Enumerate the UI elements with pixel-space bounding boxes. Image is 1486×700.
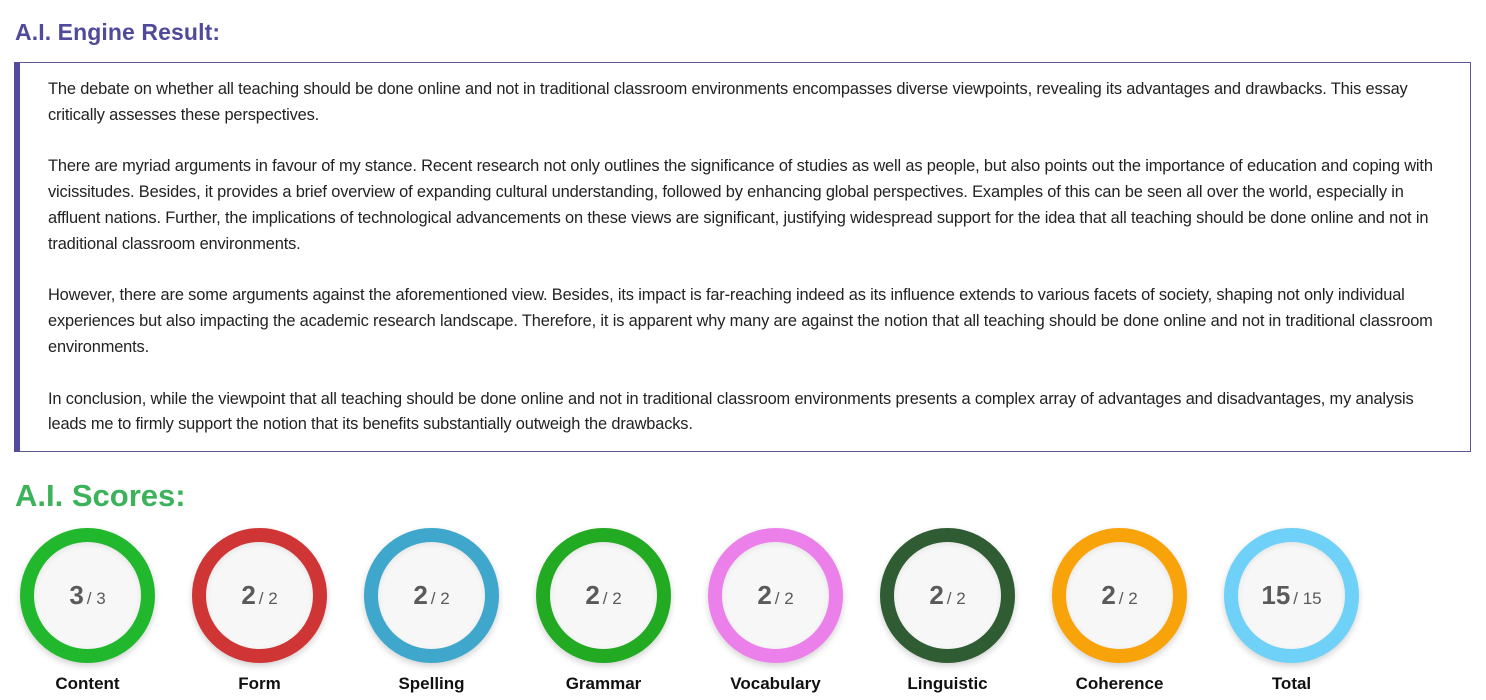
score-max: / 2: [1118, 589, 1138, 608]
score-total: 15/ 15 Total: [1224, 528, 1396, 694]
score-label: Vocabulary: [730, 674, 821, 693]
score-max: / 2: [602, 589, 622, 608]
engine-result-title: A.I. Engine Result:: [15, 19, 221, 45]
engine-result-box: The debate on whether all teaching shoul…: [14, 62, 1471, 452]
scores-row: 3/ 3 Content 2/ 2 Form 2/ 2 Spelling 2/ …: [20, 528, 1396, 694]
score-value: 2: [1101, 580, 1116, 610]
score-label: Coherence: [1075, 674, 1164, 693]
essay-paragraph-for: There are myriad arguments in favour of …: [48, 157, 1433, 253]
score-ring: 2/ 2: [708, 528, 843, 663]
score-label: Grammar: [565, 674, 642, 693]
score-max: / 2: [946, 589, 966, 608]
score-value: 2: [241, 580, 256, 610]
score-ring: 2/ 2: [536, 528, 671, 663]
score-max: / 2: [258, 589, 278, 608]
score-ring: 2/ 2: [364, 528, 499, 663]
score-value: 2: [757, 580, 772, 610]
score-ring: 2/ 2: [192, 528, 327, 663]
score-label: Form: [238, 674, 281, 693]
score-max: / 15: [1293, 589, 1322, 608]
score-vocabulary: 2/ 2 Vocabulary: [708, 528, 880, 694]
score-ring: 3/ 3: [20, 528, 155, 663]
score-value: 2: [585, 580, 600, 610]
score-coherence: 2/ 2 Coherence: [1052, 528, 1224, 694]
essay-paragraph-against: However, there are some arguments agains…: [48, 286, 1433, 356]
essay-paragraph-intro: The debate on whether all teaching shoul…: [48, 80, 1408, 124]
score-max: / 2: [430, 589, 450, 608]
scores-title: A.I. Scores:: [15, 478, 186, 513]
score-value: 15: [1261, 580, 1291, 610]
score-value: 3: [69, 580, 84, 610]
score-max: / 2: [774, 589, 794, 608]
essay-text: The debate on whether all teaching shoul…: [48, 77, 1450, 438]
score-grammar: 2/ 2 Grammar: [536, 528, 708, 694]
score-form: 2/ 2 Form: [192, 528, 364, 694]
essay-paragraph-conclusion: In conclusion, while the viewpoint that …: [48, 389, 1414, 434]
score-content: 3/ 3 Content: [20, 528, 192, 694]
score-label: Linguistic: [907, 674, 988, 693]
score-value: 2: [413, 580, 428, 610]
score-ring: 15/ 15: [1224, 528, 1359, 663]
score-value: 2: [929, 580, 944, 610]
score-linguistic: 2/ 2 Linguistic: [880, 528, 1052, 694]
score-max: / 3: [86, 589, 106, 608]
score-label: Total: [1271, 674, 1312, 693]
score-spelling: 2/ 2 Spelling: [364, 528, 536, 694]
score-ring: 2/ 2: [880, 528, 1015, 663]
score-label: Spelling: [398, 674, 465, 693]
score-ring: 2/ 2: [1052, 528, 1187, 663]
score-label: Content: [55, 674, 120, 693]
